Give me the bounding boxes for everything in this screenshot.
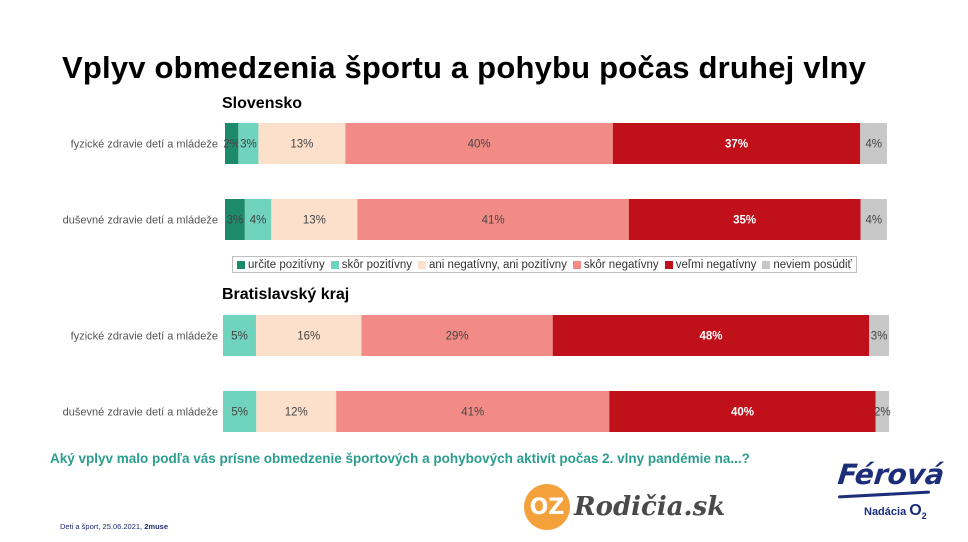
data-label: 3%: [871, 331, 888, 343]
data-label: 37%: [725, 139, 748, 151]
oz-name: Rodičia.sk: [574, 492, 726, 522]
footer-brand: 2muse: [144, 522, 168, 531]
legend-swatch: [330, 260, 339, 269]
o2-letter: O: [909, 502, 922, 519]
nadacia-o2: Nadácia O2: [864, 502, 948, 521]
data-label: 13%: [290, 139, 313, 151]
data-label: 16%: [297, 331, 320, 343]
legend-item-3: skôr negatívny: [572, 258, 659, 271]
chart-legend: určite pozitívny skôr pozitívny ani nega…: [232, 256, 857, 273]
legend-item-4: veľmi negatívny: [664, 258, 757, 271]
legend-item-2: ani negatívny, ani pozitívny: [418, 259, 567, 271]
bar-segment: [361, 315, 553, 356]
data-label: 4%: [865, 215, 882, 227]
bar-segment: [628, 199, 861, 240]
legend-label: skôr negatívny: [583, 258, 659, 271]
data-label: 2%: [223, 139, 240, 151]
legend-swatch: [572, 260, 581, 269]
bar-segment: [357, 199, 629, 240]
bar-segment: [258, 123, 346, 164]
legend-label: neviem posúdiť: [773, 258, 852, 271]
data-label: 40%: [731, 407, 754, 419]
ferova-underline: [837, 490, 931, 499]
data-label: 5%: [231, 331, 248, 343]
data-label: 12%: [285, 407, 308, 419]
bar-segment: [256, 391, 337, 432]
bar-segment: [336, 391, 610, 432]
bar-segment: [875, 391, 889, 432]
bar-segment: [255, 315, 362, 356]
footer-source: Deti a šport, 25.06.2021, 2muse: [60, 522, 168, 531]
bar-segment: [869, 315, 889, 356]
bar-segment: [225, 199, 245, 240]
legend-swatch: [664, 260, 673, 269]
bar-segment: [223, 315, 256, 356]
legend-swatch: [762, 260, 771, 269]
oz-mark: OZ: [524, 484, 570, 530]
bar-segment: [609, 391, 876, 432]
data-label: 4%: [865, 139, 882, 151]
legend-item-5: neviem posúdiť: [762, 258, 852, 271]
data-label: 2%: [874, 407, 891, 419]
data-label: 41%: [461, 407, 484, 419]
bar-segment: [223, 391, 257, 432]
bar-segment: [860, 123, 887, 164]
data-label: 41%: [482, 215, 505, 227]
data-label: 35%: [733, 215, 756, 227]
bar-segment: [225, 123, 239, 164]
data-label: 48%: [699, 331, 722, 343]
ferova-word: Férová: [836, 458, 946, 491]
o2-sub: 2: [921, 511, 927, 522]
nadacia-label: Nadácia: [864, 506, 907, 518]
footer-text: Deti a šport, 25.06.2021,: [60, 522, 145, 531]
bar-segment: [271, 199, 358, 240]
data-label: 29%: [446, 331, 469, 343]
region-title-slovensko: Slovensko: [222, 95, 303, 112]
legend-label: veľmi negatívny: [675, 258, 757, 271]
legend-swatch: [418, 260, 427, 269]
bar-segment: [244, 199, 272, 240]
bar-segment: [612, 123, 861, 164]
o2-mark: O2: [909, 502, 926, 521]
oz-rodicia-logo: OZ Rodičia.sk: [524, 484, 725, 530]
category-label: fyzické zdravie detí a mládeže: [71, 139, 218, 151]
category-label: duševné zdravie detí a mládeže: [63, 407, 218, 419]
legend-item-0: určite pozitívny: [237, 259, 325, 271]
data-label: 5%: [231, 407, 248, 419]
data-label: 13%: [303, 215, 326, 227]
legend-label: skôr pozitívny: [341, 258, 413, 271]
region-title-bratislava: Bratislavský kraj: [222, 286, 350, 303]
category-label: fyzické zdravie detí a mládeže: [71, 331, 218, 343]
legend-label: ani negatívny, ani pozitívny: [429, 258, 567, 271]
category-label: duševné zdravie detí a mládeže: [63, 215, 218, 227]
bar-segment: [238, 123, 259, 164]
ferova-nadacia-logo: Férová Nadácia O2: [836, 458, 948, 521]
data-label: 3%: [227, 215, 244, 227]
bar-segment: [552, 315, 870, 356]
bar-segment: [860, 199, 887, 240]
legend-swatch: [237, 260, 245, 269]
legend-item-1: skôr pozitívny: [330, 258, 413, 271]
legend-label: určite pozitívny: [248, 258, 325, 271]
survey-question: Aký vplyv malo podľa vás prísne obmedzen…: [50, 451, 750, 466]
data-label: 40%: [468, 139, 491, 151]
page-title: Vplyv obmedzenia športu a pohybu počas d…: [62, 50, 867, 85]
data-label: 3%: [240, 139, 257, 151]
data-label: 4%: [250, 215, 267, 227]
bar-segment: [345, 123, 613, 164]
